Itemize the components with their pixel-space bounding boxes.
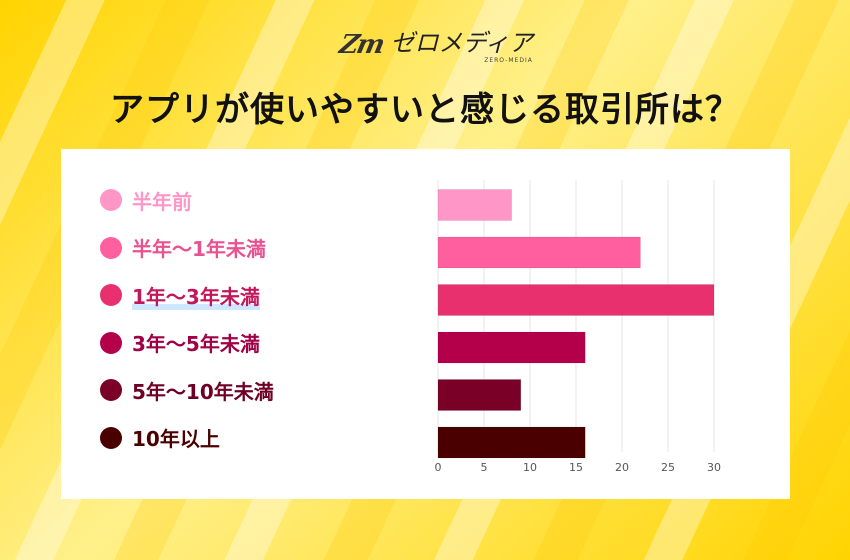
- page-title: アプリが使いやすいと感じる取引所は？: [110, 90, 740, 130]
- legend-dot-icon: [100, 284, 122, 306]
- legend-label: 半年〜1年未満: [132, 237, 266, 261]
- bar-5: [437, 379, 522, 411]
- legend-dot-icon: [100, 379, 122, 401]
- legend-item: 1年〜3年未満: [100, 280, 260, 310]
- legend-dot-icon: [100, 189, 122, 211]
- legend-label: 3年〜5年未満: [132, 332, 260, 356]
- legend-item: 半年〜1年未満: [100, 233, 266, 263]
- bar-1: [437, 189, 512, 221]
- legend-item: 半年前: [100, 185, 192, 215]
- bar-6: [437, 426, 586, 459]
- legend-dot-icon: [100, 236, 122, 259]
- legend-item: 5年〜10年未満: [100, 375, 274, 405]
- logo-text-wrap: ゼロメディア ZERO-MEDIA: [391, 30, 533, 64]
- x-tick-label: 25: [661, 461, 675, 474]
- legend-dot-icon: [100, 331, 122, 354]
- x-tick-label: 15: [569, 461, 583, 474]
- brand-logo: Zm ゼロメディア ZERO-MEDIA: [337, 30, 533, 70]
- legend-item: 3年〜5年未満: [100, 328, 260, 358]
- x-tick-label: 5: [481, 461, 488, 474]
- legend-dot-icon: [100, 426, 122, 449]
- x-tick-label: 10: [523, 461, 537, 474]
- legend-label: 半年前: [132, 189, 192, 214]
- x-tick-label: 30: [707, 461, 721, 474]
- bar-2: [437, 236, 641, 269]
- bar-3: [437, 284, 715, 316]
- legend-label: 10年以上: [132, 427, 220, 451]
- x-tick-label: 20: [615, 461, 629, 474]
- legend-item: 10年以上: [100, 423, 220, 453]
- bar-4: [437, 331, 586, 364]
- logo-text: ゼロメディア: [390, 29, 533, 57]
- logo-subtext: ZERO-MEDIA: [484, 57, 533, 64]
- legend-label: 1年〜3年未満: [132, 281, 260, 310]
- x-tick-label: 0: [435, 461, 442, 474]
- legend-label: 5年〜10年未満: [132, 379, 274, 404]
